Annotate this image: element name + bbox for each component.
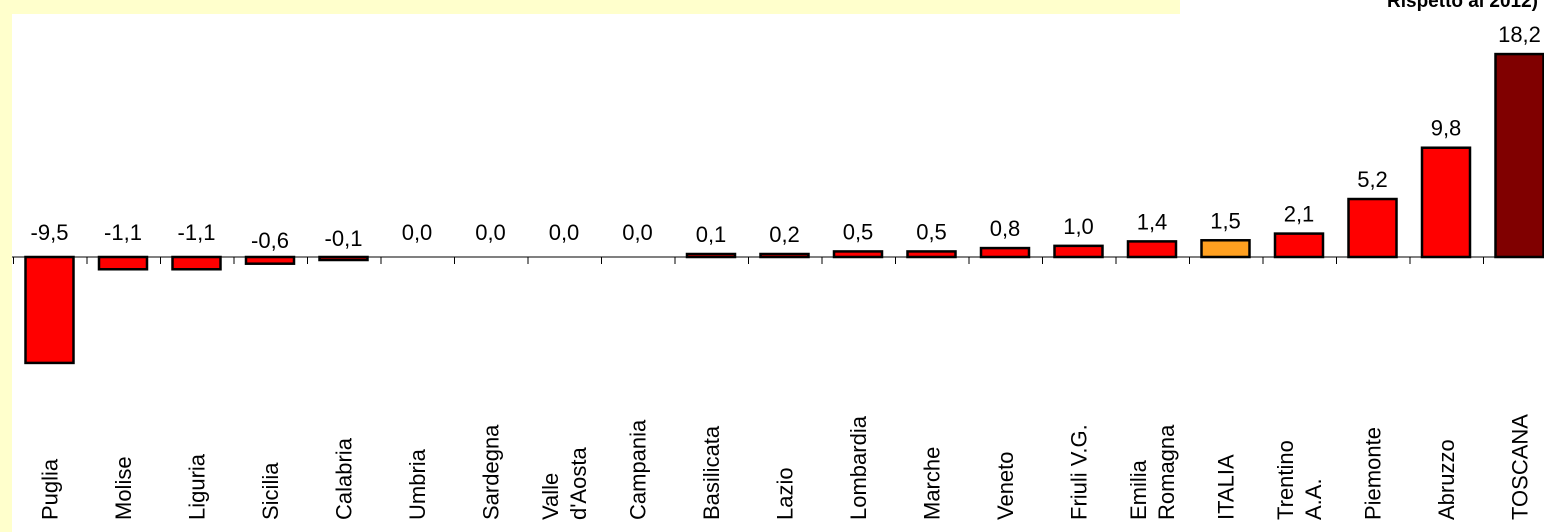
bar [906,250,957,259]
value-label: 1,4 [1137,209,1168,234]
category-label: Sardegna [479,424,504,520]
chart-title: Rispetto al 2012) [1387,0,1538,12]
category-label: Lazio [773,467,798,520]
value-label: -0,1 [325,226,363,251]
value-label: 18,2 [1498,22,1541,47]
category-label: Valle [538,473,563,520]
bar [1494,52,1544,259]
category-label: Calabria [332,437,357,520]
bar [171,255,222,271]
bars-layer [24,52,1544,365]
bar [318,255,369,262]
value-label: 0,2 [769,222,800,247]
value-label: -1,1 [104,220,142,245]
bar [1347,197,1398,259]
value-label: 1,5 [1210,208,1241,233]
category-label: Molise [111,456,136,520]
value-label: 2,1 [1284,202,1315,227]
value-label: 0,5 [843,219,874,244]
category-label: Puglia [38,458,63,520]
value-label: 0,0 [622,220,653,245]
value-label: 0,8 [990,216,1021,241]
bar [1420,146,1472,259]
value-label: 9,8 [1431,116,1462,141]
category-label: Marche [920,447,945,520]
bar [1200,239,1251,259]
value-label: 0,0 [475,220,506,245]
bar [979,246,1031,259]
bar [244,255,296,265]
bar [1126,240,1178,259]
background-accent-left [0,0,12,532]
category-label: ITALIA [1214,454,1239,520]
category-label: Liguria [185,453,210,520]
category-label: Sicilia [258,462,283,520]
value-label: 0,0 [549,220,580,245]
category-label: Lombardia [846,415,871,520]
category-label: Umbria [405,448,430,520]
category-label: Piemonte [1361,427,1386,520]
category-label: TOSCANA [1508,414,1533,520]
category-label: Abruzzo [1434,439,1459,520]
value-label: 0,1 [696,222,727,247]
bar [1273,232,1325,259]
value-label: 0,0 [402,220,433,245]
value-label: 0,5 [916,219,947,244]
background-accent-top [0,0,1180,14]
category-label: Emilia [1126,459,1151,520]
bar [24,255,75,365]
category-label: Friuli V.G. [1067,424,1092,520]
bar [97,255,149,271]
value-label: -9,5 [31,220,69,245]
bar [759,252,810,259]
category-label: Veneto [993,451,1018,520]
bar [832,250,884,259]
category-label: Campania [626,419,651,520]
category-label: d'Aosta [566,447,591,520]
category-label: A.A. [1301,478,1326,520]
category-label: Trentino [1273,440,1298,520]
category-label: Basilicata [699,425,724,520]
labels-layer: -9,5 Puglia -1,1 Molise -1,1 Liguria -0,6 Sicil… [31,22,1541,520]
bar [685,252,737,259]
value-label: 1,0 [1063,214,1094,239]
value-label: -1,1 [178,220,216,245]
bar [1053,244,1104,259]
value-label: 5,2 [1357,167,1388,192]
category-label: Romagna [1154,424,1179,520]
value-label: -0,6 [251,228,289,253]
